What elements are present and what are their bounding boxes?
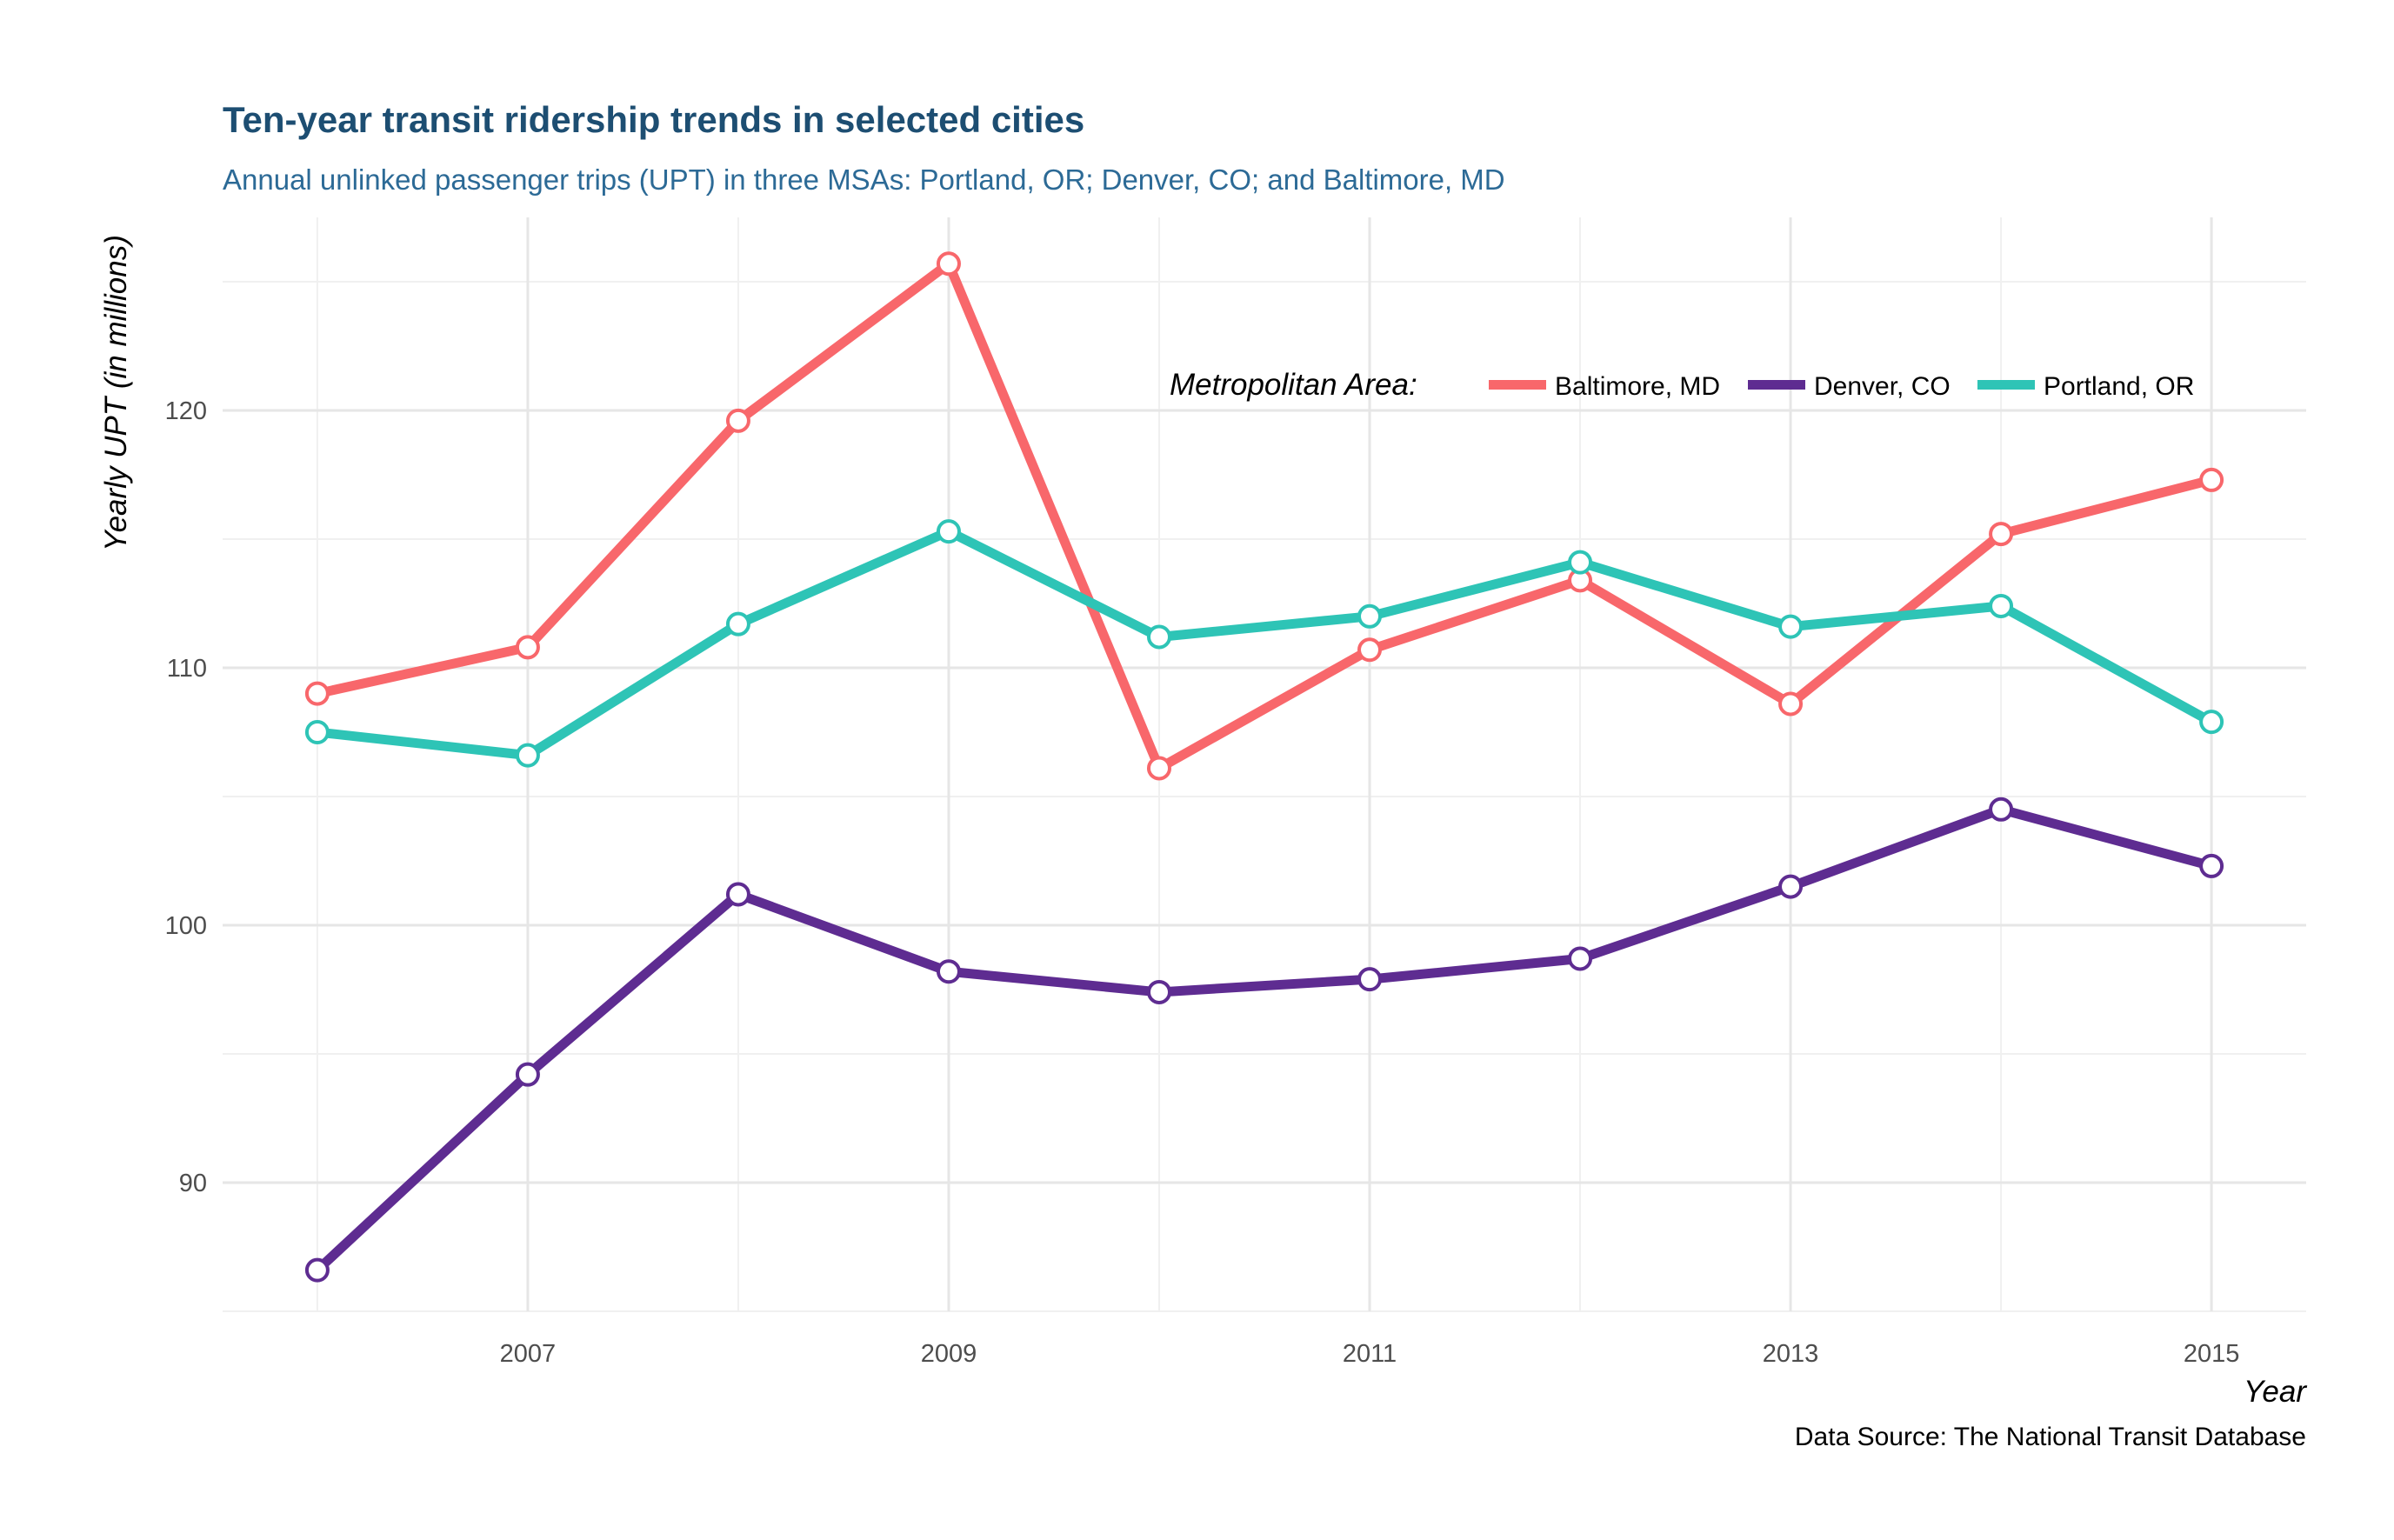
data-point-baltimore-md [304, 681, 330, 706]
data-point-baltimore-md [1146, 756, 1171, 781]
data-point-portland-or [1357, 603, 1383, 629]
data-point-portland-or [1989, 593, 2014, 618]
y-axis-ticks: 90 100 110 120 [165, 397, 207, 1197]
y-axis-title: Yearly UPT (in millions) [99, 235, 133, 551]
x-tick-label: 2007 [500, 1340, 557, 1368]
data-point-portland-or [515, 743, 540, 768]
y-tick-label: 110 [167, 655, 207, 683]
data-point-denver-co [936, 959, 961, 984]
x-axis-ticks: 2007 2009 2011 2013 2015 [500, 1340, 2240, 1368]
legend-title: Metropolitan Area: [1170, 368, 1417, 402]
chart-title: Ten-year transit ridership trends in sel… [223, 99, 1084, 140]
data-point-baltimore-md [2199, 467, 2224, 492]
data-point-denver-co [1778, 874, 1804, 899]
data-point-denver-co [515, 1062, 540, 1087]
y-tick-label: 120 [165, 397, 207, 425]
data-point-denver-co [2199, 853, 2224, 878]
data-point-baltimore-md [936, 251, 961, 277]
chart-subtitle: Annual unlinked passenger trips (UPT) in… [223, 163, 1505, 196]
data-point-denver-co [1146, 979, 1171, 1004]
legend: Metropolitan Area: Baltimore, MD Denver, … [1170, 368, 2194, 402]
legend-label-baltimore-md: Baltimore, MD [1555, 372, 1720, 401]
data-point-portland-or [1568, 550, 1593, 575]
data-point-baltimore-md [1989, 522, 2014, 547]
x-tick-label: 2011 [1343, 1340, 1397, 1368]
data-point-portland-or [1146, 624, 1171, 650]
x-tick-label: 2009 [921, 1340, 977, 1368]
data-point-portland-or [725, 611, 750, 637]
plot-series [304, 251, 2224, 1283]
legend-label-denver-co: Denver, CO [1814, 372, 1951, 401]
x-tick-label: 2013 [1763, 1340, 1819, 1368]
data-point-denver-co [1568, 946, 1593, 971]
data-point-denver-co [304, 1257, 330, 1283]
series-line-portland-or [312, 526, 2217, 761]
data-point-denver-co [1357, 967, 1383, 992]
data-point-baltimore-md [1357, 637, 1383, 663]
data-point-baltimore-md [1778, 691, 1804, 717]
legend-items: Baltimore, MD Denver, CO Portland, OR [1489, 372, 2194, 401]
chart-caption: Data Source: The National Transit Databa… [1795, 1423, 2306, 1451]
data-point-denver-co [1989, 797, 2014, 822]
data-point-denver-co [725, 882, 750, 907]
data-point-baltimore-md [725, 408, 750, 433]
series-line-denver-co [312, 804, 2217, 1276]
grid [223, 217, 2306, 1312]
legend-key-denver-co [1748, 380, 1805, 390]
y-tick-label: 100 [165, 912, 207, 940]
data-point-portland-or [936, 519, 961, 544]
y-tick-label: 90 [179, 1170, 207, 1197]
data-point-portland-or [2199, 710, 2224, 735]
x-axis-title: Year [2244, 1375, 2307, 1409]
x-tick-label: 2015 [2184, 1340, 2240, 1368]
data-point-baltimore-md [515, 635, 540, 660]
legend-label-portland-or: Portland, OR [2044, 372, 2194, 401]
data-point-portland-or [304, 720, 330, 744]
legend-key-baltimore-md [1489, 380, 1546, 390]
data-point-portland-or [1778, 614, 1804, 639]
legend-key-portland-or [1977, 380, 2035, 390]
